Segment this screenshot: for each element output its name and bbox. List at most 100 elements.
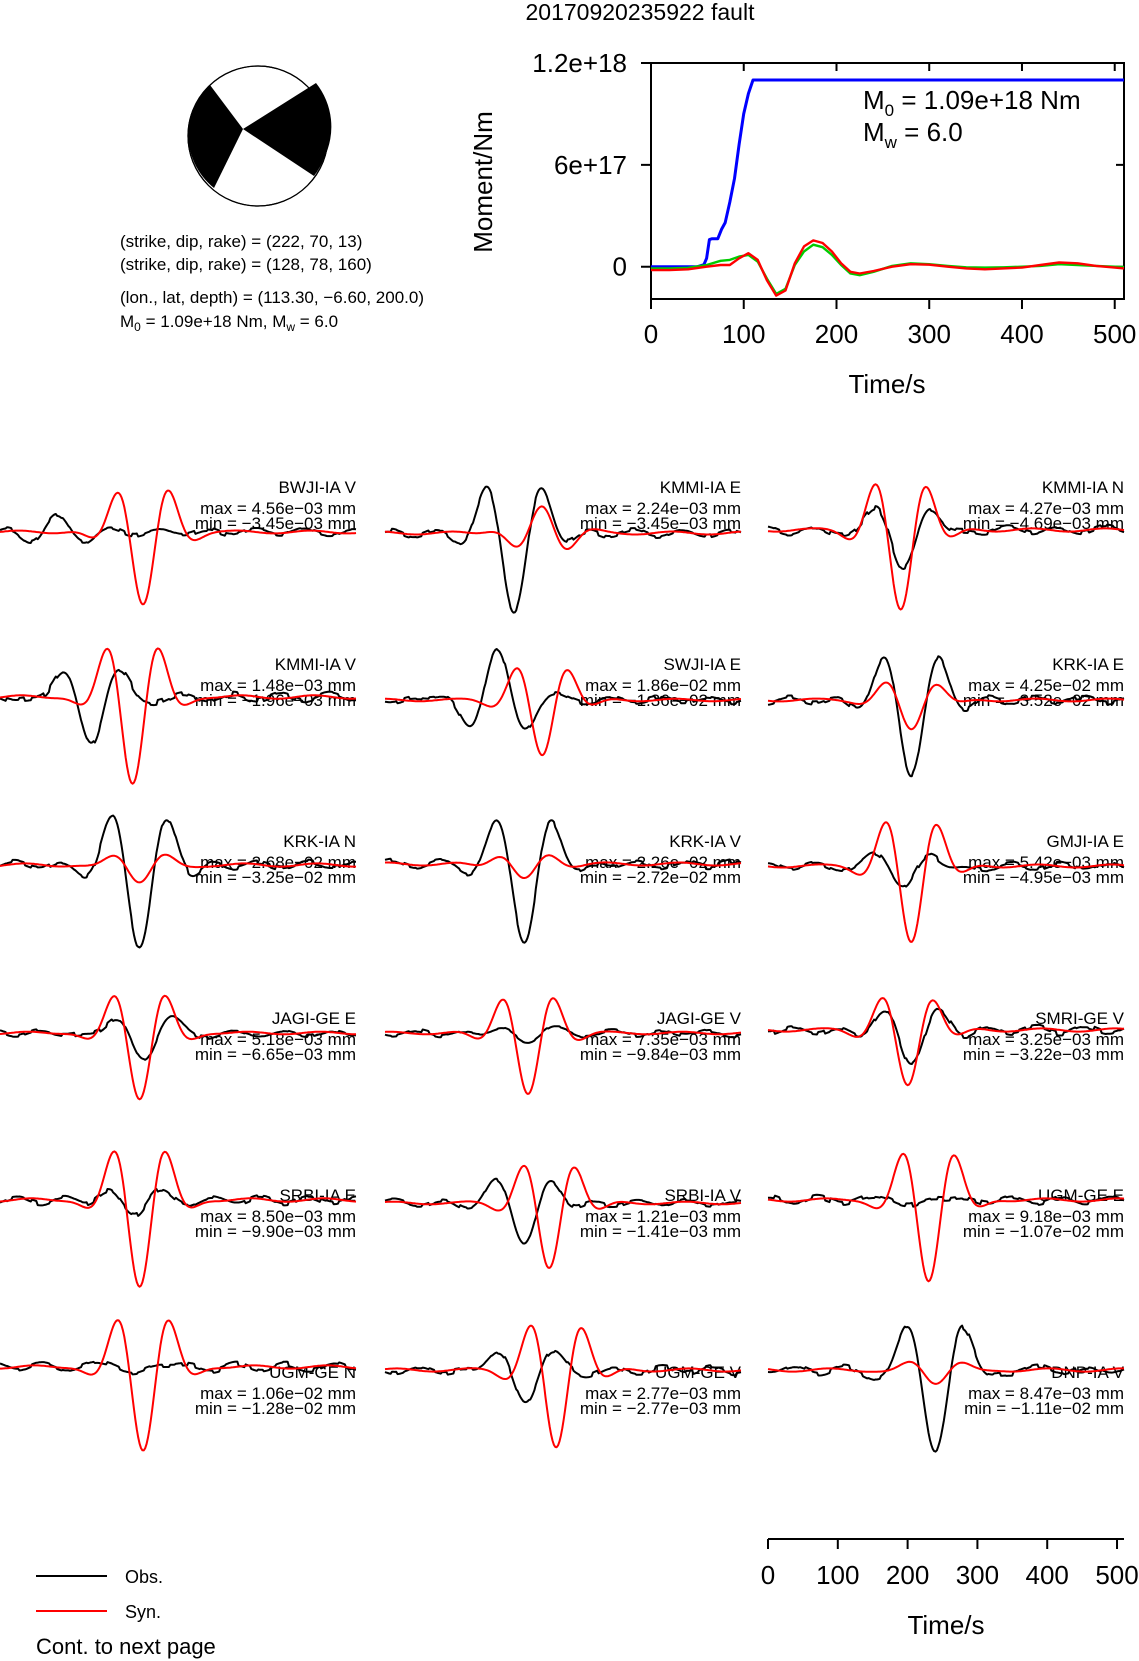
- station-label: KRK-IA V: [669, 832, 741, 851]
- max-label: max = 7.35e−03 mm: [585, 1030, 741, 1049]
- plane-2-label: (strike, dip, rake) = (128, 78, 160): [120, 255, 372, 274]
- min-label: min = −4.69e−03 mm: [963, 514, 1124, 533]
- synthetic-waveform: [767, 1152, 1125, 1283]
- max-label: max = 8.50e−03 mm: [200, 1207, 356, 1226]
- station-label: GMJI-IA E: [1047, 832, 1124, 851]
- plane-1-label: (strike, dip, rake) = (222, 70, 13): [120, 232, 362, 251]
- time-axis-tick-label: 500: [1095, 1560, 1138, 1590]
- synthetic-waveform: [767, 997, 1125, 1087]
- beachball-compressional-quadrant-west: [187, 85, 243, 188]
- time-axis-tick-label: 200: [886, 1560, 929, 1590]
- min-label: min = −3.45e−03 mm: [580, 514, 741, 533]
- moment-x-tick-label: 400: [1000, 319, 1043, 349]
- moment-x-tick-label: 0: [644, 319, 658, 349]
- beachball-compressional-quadrant-east: [243, 83, 332, 176]
- observed-waveform: [767, 1324, 1125, 1453]
- time-axis-ticks: 0 100 200 300 400 500: [761, 1539, 1139, 1590]
- max-label: max = 2.77e−03 mm: [585, 1384, 741, 1403]
- station-label: BWJI-IA V: [279, 478, 357, 497]
- max-label: max = 1.21e−03 mm: [585, 1207, 741, 1226]
- observed-waveform: [767, 851, 1125, 888]
- max-label: max = 2.26e−02 mm: [585, 853, 741, 872]
- time-axis-label: Time/s: [907, 1610, 984, 1640]
- max-label: max = 8.47e−03 mm: [968, 1384, 1124, 1403]
- station-label: JAGI-GE E: [272, 1009, 356, 1028]
- moment-plot-series: [651, 78, 1125, 297]
- moment-summary-label: M0 = 1.09e+18 Nm, Mw = 6.0: [120, 312, 338, 334]
- observed-waveform: [767, 655, 1125, 778]
- observed-waveform: [384, 1349, 742, 1404]
- time-axis-tick-label: 100: [816, 1560, 859, 1590]
- moment-plot-y-label: Moment/Nm: [468, 111, 498, 253]
- moment-y-tick-label: 0: [613, 252, 627, 282]
- min-label: min = −9.90e−03 mm: [195, 1222, 356, 1241]
- station-label: SWJI-IA E: [664, 655, 741, 674]
- station-label: KMMI-IA E: [660, 478, 741, 497]
- synthetic-waveform: [767, 681, 1125, 731]
- synthetic-waveform: [0, 1319, 357, 1452]
- legend-syn-label: Syn.: [125, 1602, 161, 1622]
- moment-x-tick-label: 100: [722, 319, 765, 349]
- moment-x-tick-label: 300: [908, 319, 951, 349]
- max-label: max = 1.86e−02 mm: [585, 676, 741, 695]
- moment-plot-y-ticks: 1.2e+18 6e+17 0: [532, 48, 1124, 282]
- moment-plot-m0-label: M0 = 1.09e+18 Nm: [863, 85, 1081, 120]
- synthetic-waveform: [0, 1150, 357, 1288]
- max-label: max = 1.48e−03 mm: [200, 676, 356, 695]
- moment-x-tick-label: 500: [1093, 319, 1136, 349]
- station-label: KRK-IA E: [1052, 655, 1124, 674]
- min-label: min = −1.28e−02 mm: [195, 1399, 356, 1418]
- station-label: KRK-IA N: [283, 832, 356, 851]
- min-label: min = −1.41e−03 mm: [580, 1222, 741, 1241]
- moment-y-tick-label: 6e+17: [554, 150, 627, 180]
- max-label: max = 4.27e−03 mm: [968, 499, 1124, 518]
- synthetic-waveform: [0, 853, 356, 884]
- legend: Obs. Syn.: [36, 1567, 163, 1622]
- stf-syn-curve: [651, 239, 1125, 297]
- min-label: min = −1.11e−02 mm: [964, 1399, 1124, 1418]
- time-axis-tick-label: 300: [956, 1560, 999, 1590]
- moment-plot-frame: [650, 62, 1125, 300]
- max-label: max = 4.25e−02 mm: [968, 676, 1124, 695]
- synthetic-waveform: [385, 854, 742, 879]
- synthetic-waveform: [385, 667, 742, 757]
- moment-plot-x-label: Time/s: [848, 369, 925, 399]
- min-label: min = −2.77e−03 mm: [580, 1399, 741, 1418]
- synthetic-waveform: [767, 821, 1125, 943]
- station-label: JAGI-GE V: [657, 1009, 742, 1028]
- min-label: min = −1.07e−02 mm: [963, 1222, 1124, 1241]
- max-label: max = 2.24e−03 mm: [585, 499, 741, 518]
- min-label: min = −4.95e−03 mm: [963, 868, 1124, 887]
- synthetic-waveform: [384, 997, 742, 1095]
- legend-obs-label: Obs.: [125, 1567, 163, 1587]
- moment-x-tick-label: 200: [815, 319, 858, 349]
- min-label: min = −3.22e−03 mm: [963, 1045, 1124, 1064]
- moment-rate-plot: 1.2e+18 6e+17 0 0 100 200 300 400 500 M0 = 1.09…: [468, 48, 1136, 399]
- observed-waveform: [0, 814, 356, 949]
- max-label: max = 4.56e−03 mm: [200, 499, 356, 518]
- time-axis-tick-label: 0: [761, 1560, 775, 1590]
- time-axis-tick-label: 400: [1026, 1560, 1069, 1590]
- min-label: min = −3.45e−03 mm: [195, 514, 356, 533]
- moment-y-tick-label: 1.2e+18: [532, 48, 627, 78]
- min-label: min = −2.72e−02 mm: [580, 868, 741, 887]
- synthetic-waveform: [0, 994, 356, 1101]
- synthetic-waveform: [384, 505, 742, 550]
